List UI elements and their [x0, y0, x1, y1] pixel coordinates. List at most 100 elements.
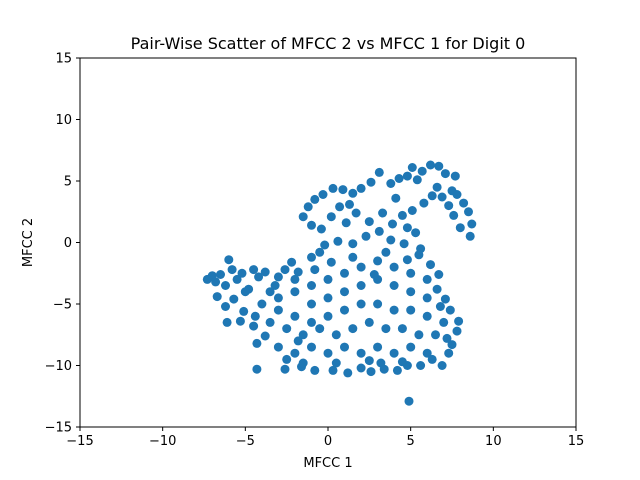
scatter-point [239, 306, 249, 316]
scatter-point [422, 311, 432, 321]
scatter-point [257, 299, 267, 309]
scatter-point [366, 367, 376, 377]
scatter-point [310, 265, 320, 275]
scatter-point [331, 330, 341, 340]
scatter-point [426, 160, 435, 170]
scatter-point [388, 219, 397, 229]
scatter-point [235, 316, 245, 326]
scatter-point [303, 202, 313, 212]
scatter-point [439, 317, 449, 327]
scatter-point [315, 247, 325, 257]
scatter-point [348, 324, 358, 334]
scatter-point [402, 255, 412, 265]
scatter-point [406, 268, 416, 278]
scatter-point [348, 252, 358, 262]
scatter-point [427, 354, 437, 364]
y-axis-ticks: −15 −10 −5 0 5 10 15 [45, 52, 80, 436]
scatter-point [391, 193, 401, 203]
scatter-point [411, 228, 421, 238]
scatter-point [333, 236, 343, 246]
scatter-point [316, 224, 326, 234]
y-tick-label: −10 [45, 359, 72, 374]
scatter-point [364, 356, 374, 366]
scatter-point [345, 199, 354, 209]
scatter-point [222, 317, 232, 327]
scatter-point [356, 299, 366, 309]
scatter-point [232, 274, 242, 284]
scatter-point [280, 364, 290, 374]
scatter-point [373, 342, 383, 352]
scatter-point [338, 185, 348, 195]
scatter-point [432, 182, 442, 192]
scatter-point [323, 293, 333, 303]
scatter-point [307, 220, 316, 230]
scatter-point [326, 212, 336, 222]
scatter-point [265, 317, 275, 327]
y-tick-label: −15 [45, 421, 72, 436]
scatter-point [402, 171, 412, 181]
scatter-point [414, 330, 424, 340]
scatter-point [328, 365, 338, 375]
x-tick-label: −5 [236, 434, 255, 449]
scatter-point [240, 287, 250, 297]
scatter-point [364, 317, 374, 327]
y-tick-label: 15 [55, 52, 72, 67]
scatter-point [434, 270, 444, 279]
scatter-point [406, 305, 416, 315]
scatter-point [440, 294, 450, 304]
scatter-point [307, 299, 316, 309]
x-tick-label: 15 [568, 434, 585, 449]
scatter-point [340, 342, 349, 352]
scatter-point [407, 163, 417, 172]
y-tick-label: 5 [64, 175, 72, 190]
scatter-point [331, 358, 341, 368]
scatter-point [452, 326, 462, 336]
scatter-point [454, 316, 464, 326]
scatter-point [459, 198, 469, 208]
scatter-point [323, 311, 333, 321]
scatter-point [356, 363, 366, 373]
scatter-point [417, 166, 427, 176]
y-tick-label: 10 [55, 113, 72, 128]
scatter-point [252, 364, 262, 374]
scatter-point [361, 231, 371, 241]
scatter-point [265, 287, 275, 297]
scatter-point [351, 208, 361, 218]
scatter-point [389, 262, 399, 272]
scatter-point [282, 324, 292, 334]
scatter-point [249, 321, 259, 331]
scatter-point [348, 188, 358, 198]
scatter-point [273, 305, 283, 315]
scatter-point [260, 267, 270, 277]
scatter-point [356, 262, 366, 272]
scatter-point [402, 223, 412, 233]
scatter-point [431, 330, 440, 340]
scatter-point [341, 218, 351, 228]
scatter-point [455, 223, 465, 233]
scatter-point [404, 396, 414, 406]
scatter-point [273, 293, 283, 303]
scatter-point [427, 191, 437, 201]
x-axis-ticks: −15 −10 −5 0 5 10 15 [66, 427, 584, 449]
scatter-point [397, 210, 407, 220]
scatter-point [282, 354, 292, 364]
y-axis-label: MFCC 2 [21, 218, 36, 267]
scatter-point [273, 272, 283, 282]
scatter-point [399, 239, 409, 249]
scatter-point [394, 174, 404, 183]
scatter-point [323, 348, 333, 358]
scatter-point [343, 368, 353, 378]
scatter-point [250, 311, 260, 321]
scatter-point [221, 302, 230, 311]
scatter-point [434, 161, 444, 171]
scatter-point [227, 265, 237, 275]
scatter-point [444, 201, 454, 211]
scatter-point [445, 305, 455, 315]
scatter-point [310, 365, 320, 375]
scatter-point [273, 342, 283, 352]
scatter-point [335, 202, 345, 212]
scatter-point [369, 270, 379, 279]
scatter-point [378, 208, 388, 218]
scatter-point [310, 194, 320, 204]
